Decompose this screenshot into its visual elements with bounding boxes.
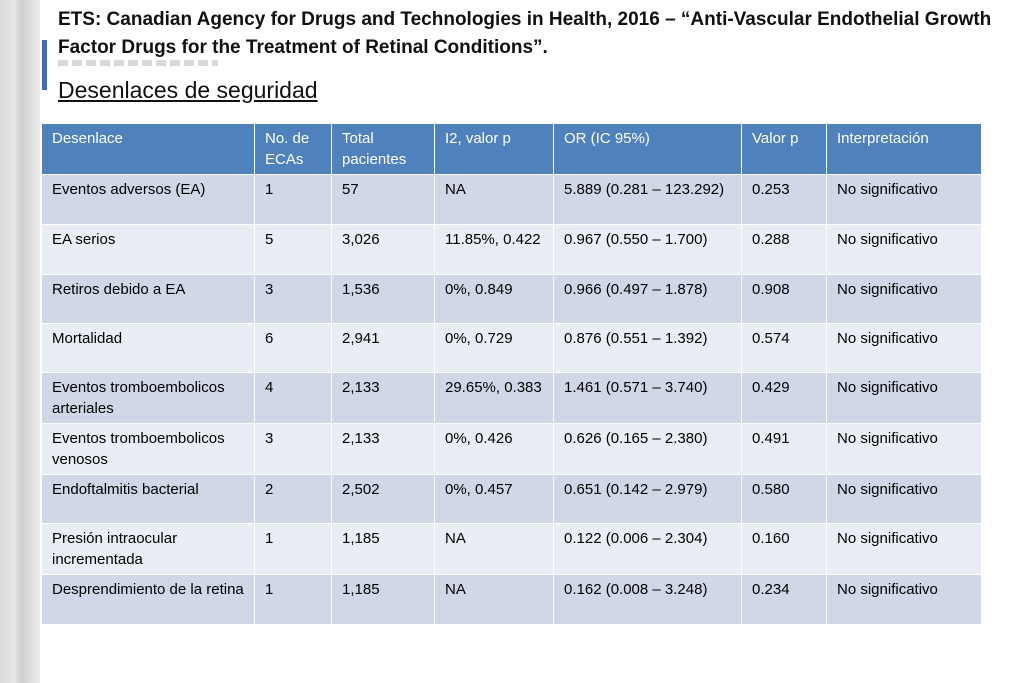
cell-i2-valor-p: NA <box>434 574 554 625</box>
cell-no-ecas: 3 <box>254 274 332 324</box>
cell-valor-p: 0.580 <box>741 474 827 524</box>
cell-i2-valor-p: 11.85%, 0.422 <box>434 224 554 275</box>
cell-total-pacientes: 57 <box>331 174 435 225</box>
cell-valor-p: 0.574 <box>741 323 827 373</box>
cell-total-pacientes: 1,185 <box>331 523 435 575</box>
cell-total-pacientes: 2,502 <box>331 474 435 524</box>
cell-interpretacion: No significativo <box>826 574 982 625</box>
cell-or-ic95: 0.876 (0.551 – 1.392) <box>553 323 742 373</box>
cell-total-pacientes: 2,133 <box>331 372 435 424</box>
cell-or-ic95: 0.162 (0.008 – 3.248) <box>553 574 742 625</box>
slide-title: ETS: Canadian Agency for Drugs and Techn… <box>58 9 992 58</box>
cell-i2-valor-p: NA <box>434 523 554 575</box>
safety-outcomes-table: Desenlace No. de ECAs Total pacientes I2… <box>41 123 982 625</box>
cell-total-pacientes: 2,941 <box>331 323 435 373</box>
cell-interpretacion: No significativo <box>826 224 982 275</box>
cell-interpretacion: No significativo <box>826 423 982 475</box>
cell-or-ic95: 5.889 (0.281 – 123.292) <box>553 174 742 225</box>
cell-valor-p: 0.288 <box>741 224 827 275</box>
cell-desenlace: Mortalidad <box>41 323 255 373</box>
cell-i2-valor-p: 0%, 0.849 <box>434 274 554 324</box>
table-row: Mortalidad 6 2,941 0%, 0.729 0.876 (0.55… <box>41 323 982 373</box>
table-row: Retiros debido a EA 3 1,536 0%, 0.849 0.… <box>41 274 982 324</box>
table-header-row: Desenlace No. de ECAs Total pacientes I2… <box>41 123 982 175</box>
cell-total-pacientes: 1,536 <box>331 274 435 324</box>
cell-valor-p: 0.160 <box>741 523 827 575</box>
cell-interpretacion: No significativo <box>826 372 982 424</box>
cell-no-ecas: 2 <box>254 474 332 524</box>
table-row: Eventos tromboembolicos venosos 3 2,133 … <box>41 423 982 475</box>
header-no-ecas: No. de ECAs <box>254 123 332 175</box>
cell-no-ecas: 5 <box>254 224 332 275</box>
cell-no-ecas: 3 <box>254 423 332 475</box>
cell-or-ic95: 0.626 (0.165 – 2.380) <box>553 423 742 475</box>
title-accent-bar <box>42 40 47 90</box>
table-row: Endoftalmitis bacterial 2 2,502 0%, 0.45… <box>41 474 982 524</box>
cell-no-ecas: 6 <box>254 323 332 373</box>
cell-or-ic95: 0.122 (0.006 – 2.304) <box>553 523 742 575</box>
table-row: Desprendimiento de la retina 1 1,185 NA … <box>41 574 982 625</box>
cell-no-ecas: 1 <box>254 574 332 625</box>
cell-interpretacion: No significativo <box>826 174 982 225</box>
cell-i2-valor-p: 0%, 0.729 <box>434 323 554 373</box>
cell-interpretacion: No significativo <box>826 274 982 324</box>
cell-desenlace: Endoftalmitis bacterial <box>41 474 255 524</box>
cell-desenlace: Eventos adversos (EA) <box>41 174 255 225</box>
cell-valor-p: 0.908 <box>741 274 827 324</box>
cell-interpretacion: No significativo <box>826 323 982 373</box>
header-desenlace: Desenlace <box>41 123 255 175</box>
cell-desenlace: EA serios <box>41 224 255 275</box>
cell-valor-p: 0.429 <box>741 372 827 424</box>
header-total-pacientes: Total pacientes <box>331 123 435 175</box>
cell-i2-valor-p: NA <box>434 174 554 225</box>
cell-valor-p: 0.234 <box>741 574 827 625</box>
slide-subtitle: Desenlaces de seguridad <box>58 77 318 103</box>
table-row: Eventos adversos (EA) 1 57 NA 5.889 (0.2… <box>41 174 982 225</box>
cell-no-ecas: 4 <box>254 372 332 424</box>
header-interpretacion: Interpretación <box>826 123 982 175</box>
cell-or-ic95: 0.967 (0.550 – 1.700) <box>553 224 742 275</box>
header-i2-valor-p: I2, valor p <box>434 123 554 175</box>
cell-desenlace: Presión intraocular incrementada <box>41 523 255 575</box>
cell-desenlace: Retiros debido a EA <box>41 274 255 324</box>
left-decorative-band <box>0 0 40 683</box>
cell-desenlace: Eventos tromboembolicos arteriales <box>41 372 255 424</box>
cell-desenlace: Eventos tromboembolicos venosos <box>41 423 255 475</box>
cell-valor-p: 0.253 <box>741 174 827 225</box>
cell-desenlace: Desprendimiento de la retina <box>41 574 255 625</box>
cell-i2-valor-p: 0%, 0.426 <box>434 423 554 475</box>
cell-no-ecas: 1 <box>254 174 332 225</box>
table-row: EA serios 5 3,026 11.85%, 0.422 0.967 (0… <box>41 224 982 275</box>
header-valor-p: Valor p <box>741 123 827 175</box>
table-row: Eventos tromboembolicos arteriales 4 2,1… <box>41 372 982 424</box>
ghost-text-artifact <box>58 60 218 66</box>
cell-interpretacion: No significativo <box>826 474 982 524</box>
cell-or-ic95: 1.461 (0.571 – 3.740) <box>553 372 742 424</box>
cell-total-pacientes: 1,185 <box>331 574 435 625</box>
cell-i2-valor-p: 0%, 0.457 <box>434 474 554 524</box>
cell-interpretacion: No significativo <box>826 523 982 575</box>
cell-total-pacientes: 3,026 <box>331 224 435 275</box>
cell-or-ic95: 0.651 (0.142 – 2.979) <box>553 474 742 524</box>
table-row: Presión intraocular incrementada 1 1,185… <box>41 523 982 575</box>
cell-i2-valor-p: 29.65%, 0.383 <box>434 372 554 424</box>
cell-valor-p: 0.491 <box>741 423 827 475</box>
header-or-ic95: OR (IC 95%) <box>553 123 742 175</box>
cell-total-pacientes: 2,133 <box>331 423 435 475</box>
cell-or-ic95: 0.966 (0.497 – 1.878) <box>553 274 742 324</box>
cell-no-ecas: 1 <box>254 523 332 575</box>
